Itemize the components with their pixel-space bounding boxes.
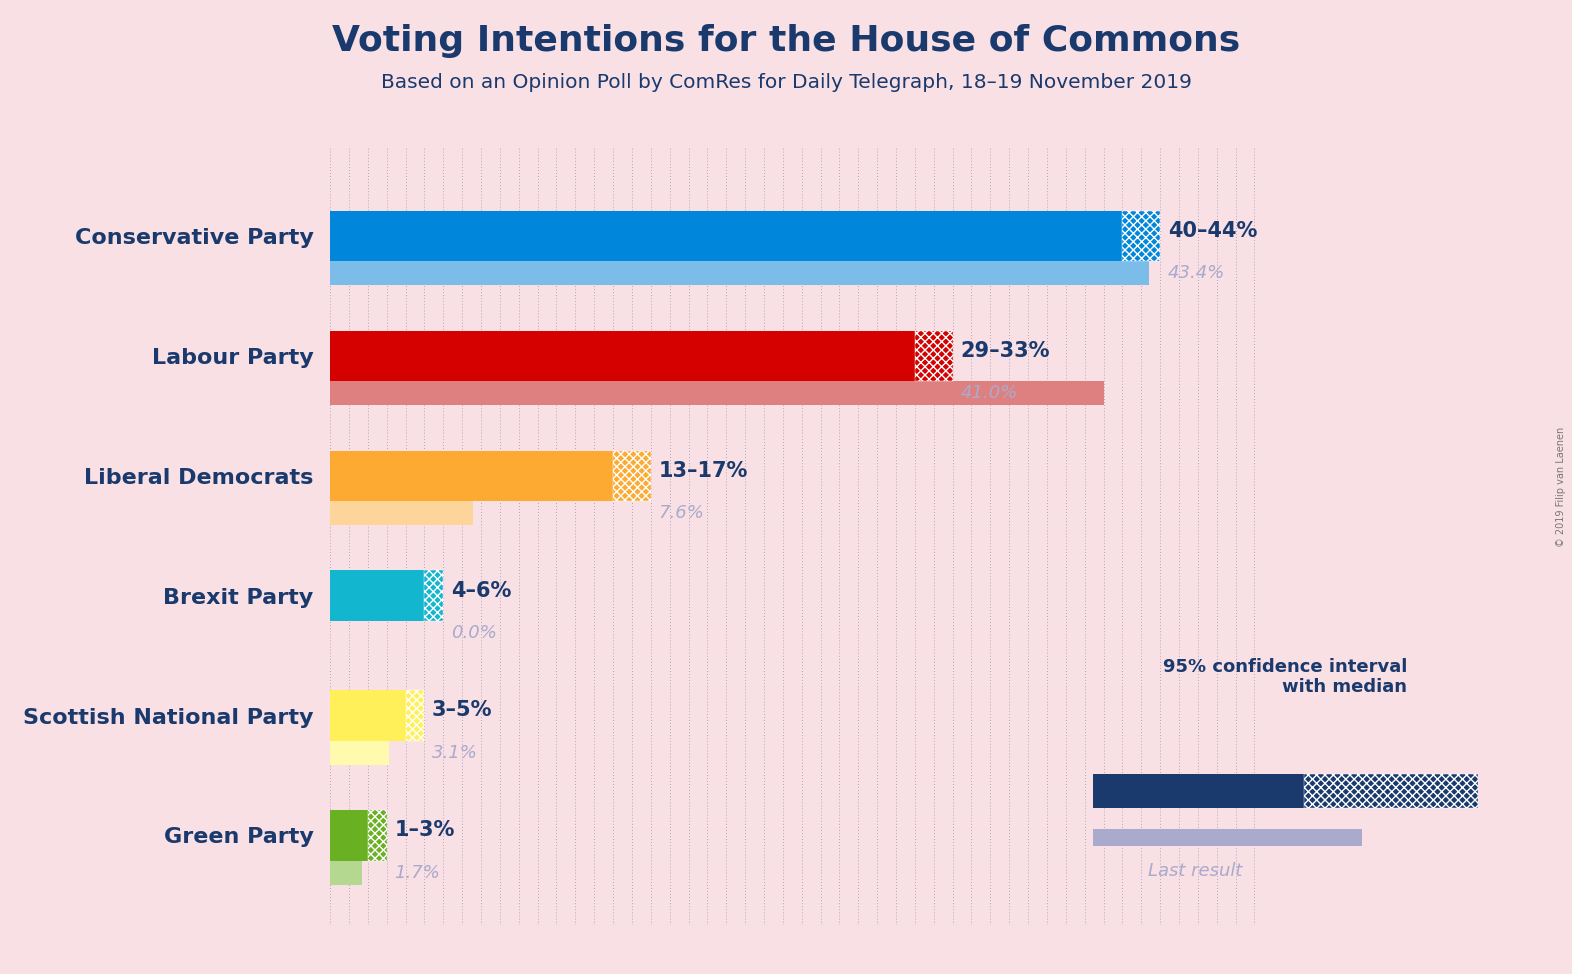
Bar <box>613 451 651 501</box>
Bar <box>330 740 388 765</box>
Text: 40–44%: 40–44% <box>1168 221 1258 241</box>
Bar <box>330 451 613 501</box>
Bar <box>330 261 1149 285</box>
Text: 0.0%: 0.0% <box>451 623 497 642</box>
Bar <box>1093 774 1305 808</box>
Text: 41.0%: 41.0% <box>960 384 1017 402</box>
Text: 4–6%: 4–6% <box>451 581 511 601</box>
Text: 13–17%: 13–17% <box>659 461 748 481</box>
Bar <box>330 331 915 381</box>
Bar <box>330 381 1104 405</box>
Text: 29–33%: 29–33% <box>960 341 1050 360</box>
Bar <box>424 571 443 620</box>
Bar <box>368 810 387 861</box>
Bar <box>406 691 424 740</box>
Bar <box>1305 774 1478 808</box>
Text: Voting Intentions for the House of Commons: Voting Intentions for the House of Commo… <box>332 24 1240 58</box>
Bar <box>330 501 473 525</box>
Bar <box>330 691 406 740</box>
Text: 95% confidence interval
with median: 95% confidence interval with median <box>1163 657 1407 696</box>
Bar <box>1122 210 1160 261</box>
Bar <box>330 861 362 884</box>
Bar <box>330 571 424 620</box>
Text: © 2019 Filip van Laenen: © 2019 Filip van Laenen <box>1556 427 1566 547</box>
Bar <box>330 210 1122 261</box>
Text: 1–3%: 1–3% <box>395 820 454 841</box>
Bar <box>1093 829 1361 846</box>
Text: Last result: Last result <box>1148 862 1242 880</box>
Bar <box>915 331 953 381</box>
Text: 7.6%: 7.6% <box>659 504 704 522</box>
Text: 1.7%: 1.7% <box>395 864 440 881</box>
Text: 3.1%: 3.1% <box>432 744 478 762</box>
Bar <box>330 810 368 861</box>
Text: 3–5%: 3–5% <box>432 700 492 721</box>
Text: 43.4%: 43.4% <box>1168 264 1225 282</box>
Text: Based on an Opinion Poll by ComRes for Daily Telegraph, 18–19 November 2019: Based on an Opinion Poll by ComRes for D… <box>380 73 1192 93</box>
